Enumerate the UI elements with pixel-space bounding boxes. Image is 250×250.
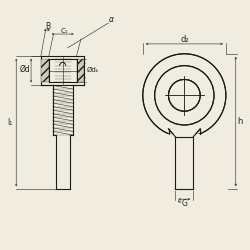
Text: α: α	[109, 15, 114, 24]
Text: l₁: l₁	[7, 118, 12, 126]
Circle shape	[168, 80, 200, 111]
Text: G: G	[182, 199, 188, 208]
Polygon shape	[56, 135, 70, 189]
Text: B: B	[45, 22, 50, 30]
Circle shape	[143, 54, 226, 137]
Text: d₂: d₂	[180, 35, 189, 44]
Text: h: h	[238, 116, 243, 126]
Polygon shape	[168, 129, 200, 189]
Polygon shape	[76, 59, 84, 82]
Polygon shape	[141, 134, 228, 191]
Text: C₁: C₁	[61, 28, 68, 34]
Polygon shape	[41, 59, 49, 82]
Text: Ød: Ød	[19, 65, 30, 74]
Text: Ødₖ: Ødₖ	[86, 67, 99, 73]
